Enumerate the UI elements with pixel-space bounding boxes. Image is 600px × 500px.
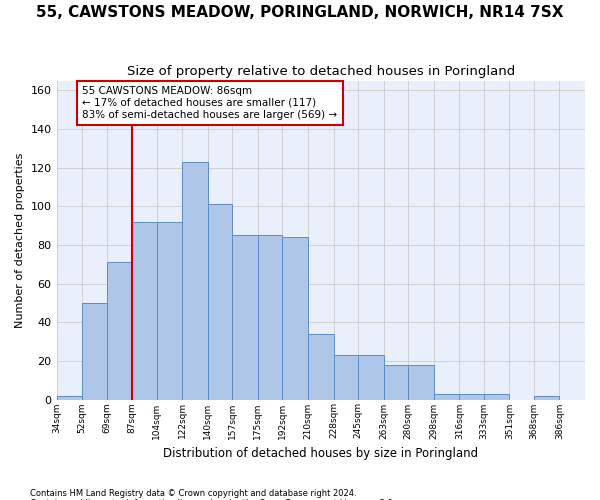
X-axis label: Distribution of detached houses by size in Poringland: Distribution of detached houses by size … xyxy=(163,447,478,460)
Title: Size of property relative to detached houses in Poringland: Size of property relative to detached ho… xyxy=(127,65,515,78)
Bar xyxy=(82,303,107,400)
Bar xyxy=(334,355,358,400)
Y-axis label: Number of detached properties: Number of detached properties xyxy=(15,152,25,328)
Bar xyxy=(157,222,182,400)
Bar xyxy=(408,364,434,400)
Bar xyxy=(107,262,132,400)
Bar xyxy=(383,364,408,400)
Bar xyxy=(434,394,460,400)
Text: 55 CAWSTONS MEADOW: 86sqm
← 17% of detached houses are smaller (117)
83% of semi: 55 CAWSTONS MEADOW: 86sqm ← 17% of detac… xyxy=(82,86,337,120)
Bar xyxy=(484,394,509,400)
Text: 55, CAWSTONS MEADOW, PORINGLAND, NORWICH, NR14 7SX: 55, CAWSTONS MEADOW, PORINGLAND, NORWICH… xyxy=(36,5,564,20)
Bar xyxy=(208,204,232,400)
Bar xyxy=(56,396,82,400)
Bar xyxy=(533,396,559,400)
Bar xyxy=(282,237,308,400)
Bar xyxy=(258,235,282,400)
Bar xyxy=(132,222,157,400)
Text: Contains HM Land Registry data © Crown copyright and database right 2024.: Contains HM Land Registry data © Crown c… xyxy=(30,488,356,498)
Bar xyxy=(460,394,484,400)
Bar xyxy=(358,355,383,400)
Bar xyxy=(232,235,258,400)
Text: Contains public sector information licensed under the Open Government Licence v3: Contains public sector information licen… xyxy=(30,498,395,500)
Bar xyxy=(308,334,334,400)
Bar xyxy=(182,162,208,400)
